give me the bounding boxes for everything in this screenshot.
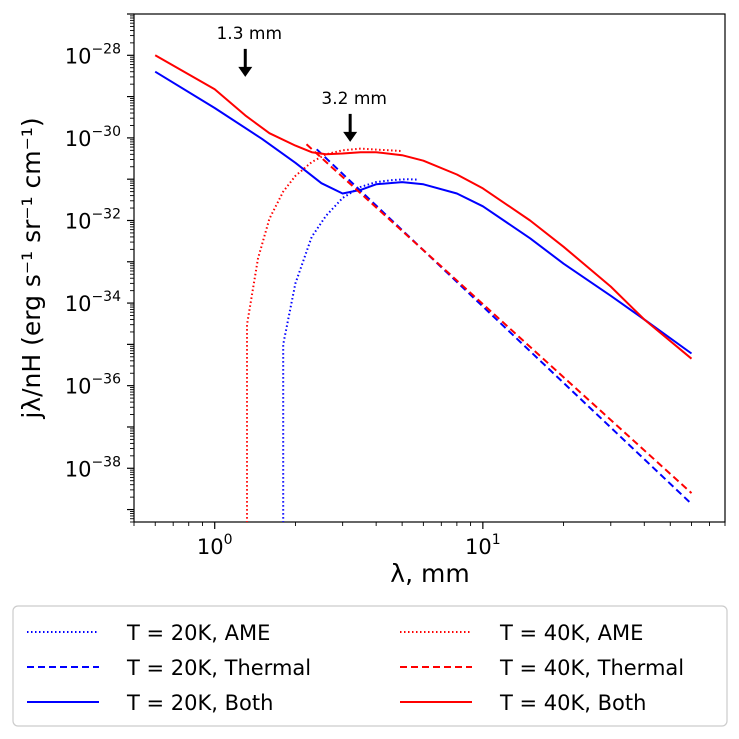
legend-label: T = 20K, Thermal <box>126 656 311 680</box>
series-line-2 <box>316 148 693 505</box>
series-line-5 <box>305 143 693 494</box>
x-tick-label: 100 <box>197 532 233 559</box>
series-line-3 <box>154 70 693 355</box>
y-tick-label: 10−28 <box>65 41 121 68</box>
y-tick-label: 10−30 <box>65 124 121 151</box>
y-tick-label: 10−32 <box>65 206 121 233</box>
annotation-label: 3.2 mm <box>321 89 387 109</box>
legend-label: T = 20K, Both <box>126 691 273 715</box>
x-axis-label: λ, mm <box>390 559 469 588</box>
annotations: 1.3 mm 3.2 mm <box>216 24 387 142</box>
annotation-arrow-head <box>238 66 253 77</box>
series-line-1 <box>282 178 418 522</box>
legend-label: T = 20K, AME <box>126 621 270 645</box>
y-tick-label: 10−38 <box>65 454 121 481</box>
annotation-label: 1.3 mm <box>216 24 282 44</box>
x-tick-label: 101 <box>465 532 501 559</box>
series-line-6 <box>154 54 693 360</box>
y-axis: 10−28 10−30 10−32 10−34 10−36 10−38 <box>65 13 134 523</box>
y-axis-label: jλ/nH (erg s⁻¹ sr⁻¹ cm⁻¹) <box>17 117 46 419</box>
legend-label: T = 40K, Both <box>499 691 646 715</box>
plot-frame <box>133 13 726 523</box>
y-tick-label: 10−36 <box>65 372 121 399</box>
legend-frame <box>12 605 728 727</box>
legend: T = 20K, AME T = 40K, AME T = 20K, Thermal… <box>12 605 728 727</box>
annotation-arrow-head <box>343 131 358 142</box>
x-axis: 100 101 <box>133 522 726 559</box>
plot-area <box>133 13 726 523</box>
legend-label: T = 40K, AME <box>499 621 643 645</box>
legend-label: T = 40K, Thermal <box>499 656 684 680</box>
y-tick-label: 10−34 <box>65 289 121 316</box>
series-line-4 <box>246 147 403 522</box>
series-group <box>154 54 693 522</box>
